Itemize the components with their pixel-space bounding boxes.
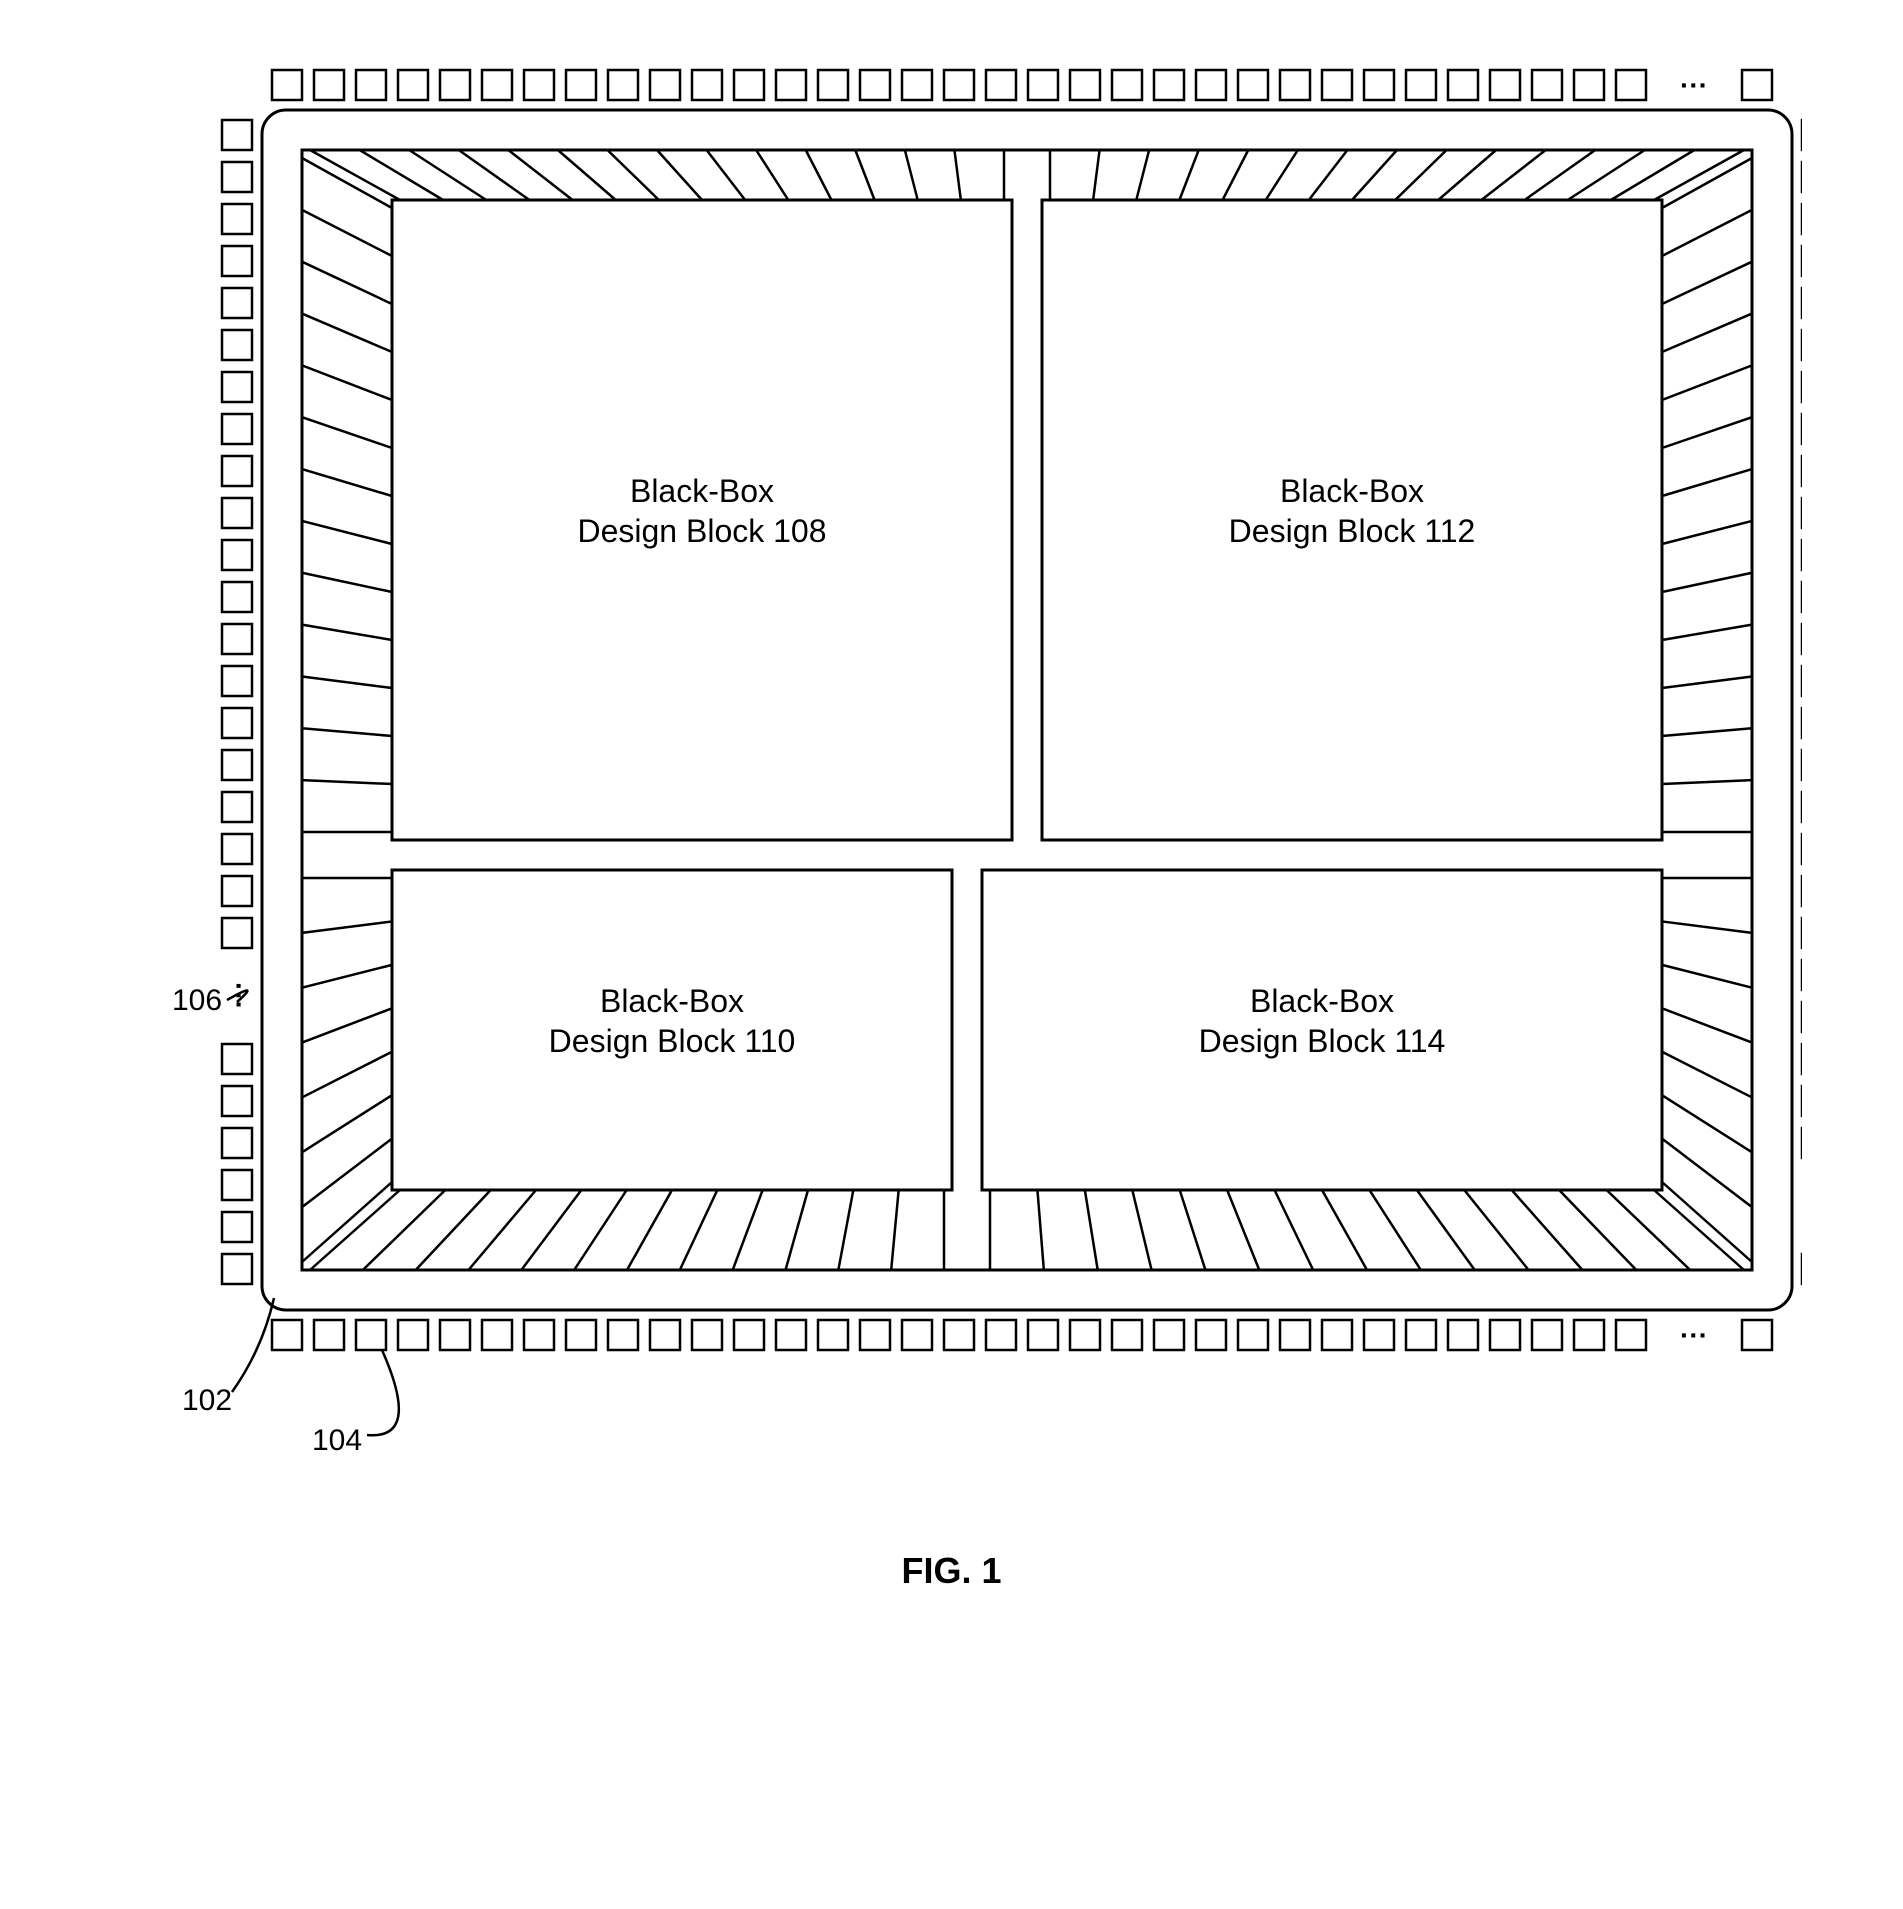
- svg-text:Black-Box: Black-Box: [1249, 983, 1393, 1019]
- svg-text:···: ···: [223, 982, 254, 1010]
- svg-text:Design Block 112: Design Block 112: [1228, 513, 1475, 549]
- svg-text:Black-Box: Black-Box: [599, 983, 743, 1019]
- svg-text:Black-Box: Black-Box: [629, 473, 773, 509]
- svg-text:Design Block 110: Design Block 110: [548, 1023, 795, 1059]
- svg-text:Design Block 114: Design Block 114: [1198, 1023, 1445, 1059]
- svg-text:···: ···: [1680, 69, 1708, 100]
- figure-caption: FIG. 1: [102, 1550, 1802, 1592]
- svg-text:Design Block 108: Design Block 108: [577, 513, 826, 549]
- svg-text:106: 106: [172, 984, 222, 1017]
- chip-diagram: ············Black-BoxDesign Block 108Bla…: [102, 40, 1802, 1490]
- svg-text:···: ···: [1680, 1319, 1708, 1350]
- figure-container: ············Black-BoxDesign Block 108Bla…: [102, 40, 1802, 1592]
- svg-text:102: 102: [182, 1384, 232, 1417]
- svg-text:104: 104: [312, 1424, 362, 1457]
- svg-text:Black-Box: Black-Box: [1279, 473, 1423, 509]
